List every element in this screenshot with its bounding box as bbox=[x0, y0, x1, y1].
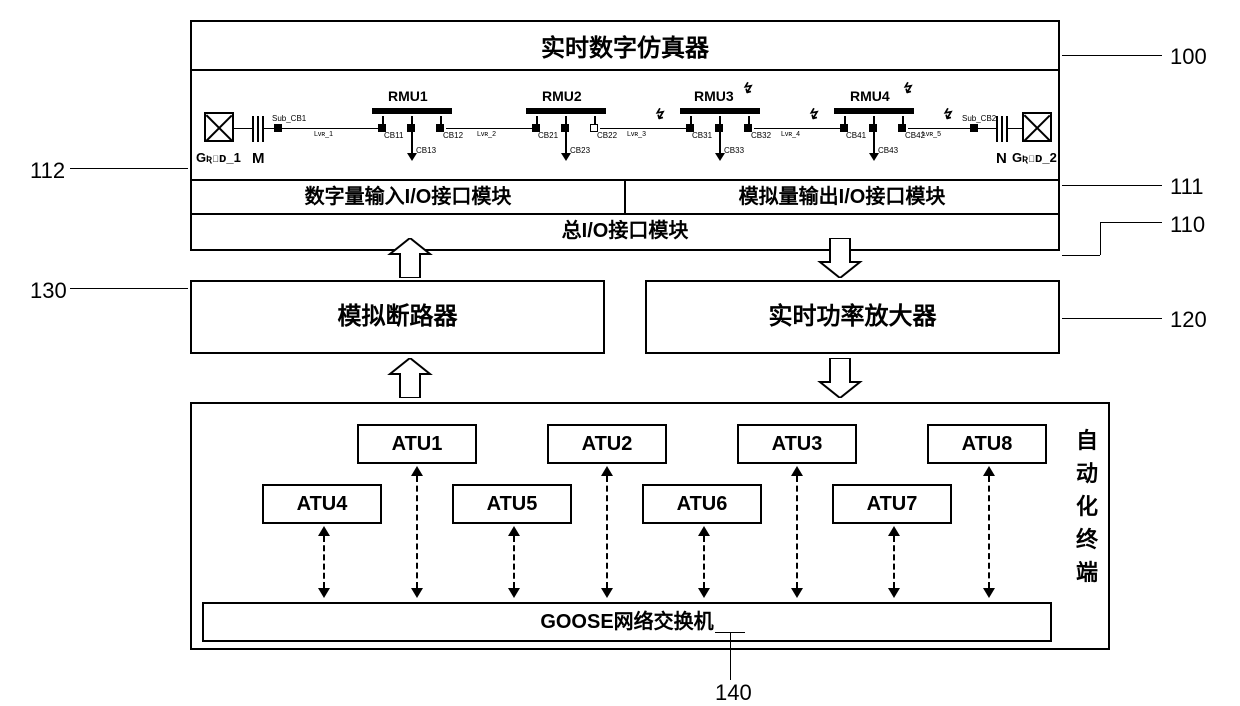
atu4: ATU4 bbox=[262, 484, 382, 524]
atu1: ATU1 bbox=[357, 424, 477, 464]
ref-130: 130 bbox=[30, 278, 67, 304]
dash-arrow bbox=[982, 466, 996, 598]
N-label: N bbox=[996, 150, 1007, 167]
cb32: CB32 bbox=[751, 131, 771, 140]
cb22: CB22 bbox=[597, 131, 617, 140]
grid1-label: Gʀɪᴅ_1 bbox=[196, 150, 241, 165]
cb12: CB12 bbox=[443, 131, 463, 140]
load-arrow-4 bbox=[868, 131, 880, 166]
cb33: CB33 bbox=[724, 146, 744, 155]
cb21: CB21 bbox=[538, 131, 558, 140]
ref-110: 110 bbox=[1170, 212, 1205, 238]
fault-icon-rmu3: ↯ bbox=[739, 79, 756, 99]
load-arrow-1 bbox=[406, 131, 418, 166]
lv5: Lvʀ_5 bbox=[922, 131, 941, 138]
cb31: CB31 bbox=[692, 131, 712, 140]
automation-terminal-block: ATU1 ATU2 ATU3 ATU8 ATU4 ATU5 ATU6 ATU7 … bbox=[190, 402, 1110, 650]
rmu1-label: RMU1 bbox=[388, 88, 428, 104]
sub-cb2: Sub_CB2 bbox=[962, 114, 996, 123]
lv2: Lvʀ_2 bbox=[477, 131, 496, 138]
io-total: 总I/O接口模块 bbox=[192, 215, 1058, 249]
atu6: ATU6 bbox=[642, 484, 762, 524]
block-arrow-down-2 bbox=[815, 358, 865, 398]
ref-112: 112 bbox=[30, 158, 65, 184]
automation-terminal-label: 自动化终端 bbox=[1072, 424, 1102, 589]
simulator-block: 实时数字仿真器 Gʀɪᴅ_1 M Sub_CB1 Lvʀ_1 RMU1 bbox=[190, 20, 1060, 251]
io-analog-output: 模拟量输出I/O接口模块 bbox=[626, 181, 1058, 213]
dash-arrow bbox=[507, 526, 521, 598]
atu7: ATU7 bbox=[832, 484, 952, 524]
lv4: Lvʀ_4 bbox=[781, 131, 800, 138]
atu3: ATU3 bbox=[737, 424, 857, 464]
power-amplifier: 实时功率放大器 bbox=[645, 280, 1060, 354]
block-arrow-up-1 bbox=[385, 238, 435, 278]
load-arrow-3 bbox=[714, 131, 726, 166]
atu2: ATU2 bbox=[547, 424, 667, 464]
atu5: ATU5 bbox=[452, 484, 572, 524]
fault-icon-3: ↯ bbox=[939, 105, 956, 125]
rmu3-label: RMU3 bbox=[694, 88, 734, 104]
dash-arrow bbox=[790, 466, 804, 598]
load-arrow-2 bbox=[560, 131, 572, 166]
ref-140: 140 bbox=[715, 680, 752, 706]
dash-arrow bbox=[410, 466, 424, 598]
io-digital-input: 数字量输入I/O接口模块 bbox=[192, 181, 626, 213]
grid2-label: Gʀɪᴅ_2 bbox=[1012, 150, 1057, 165]
M-label: M bbox=[252, 150, 265, 167]
goose-switch: GOOSE网络交换机 bbox=[202, 602, 1052, 642]
cb23: CB23 bbox=[570, 146, 590, 155]
cb43: CB43 bbox=[878, 146, 898, 155]
block-arrow-down-1 bbox=[815, 238, 865, 278]
dash-arrow bbox=[887, 526, 901, 598]
dash-arrow bbox=[600, 466, 614, 598]
cb41: CB41 bbox=[846, 131, 866, 140]
simulator-title: 实时数字仿真器 bbox=[192, 22, 1058, 71]
io-split-row: 数字量输入I/O接口模块 模拟量输出I/O接口模块 bbox=[192, 181, 1058, 215]
fault-icon-rmu4: ↯ bbox=[899, 79, 916, 99]
sub-cb1: Sub_CB1 bbox=[272, 114, 306, 123]
rmu2-label: RMU2 bbox=[542, 88, 582, 104]
breaker-simulator: 模拟断路器 bbox=[190, 280, 605, 354]
cb13: CB13 bbox=[416, 146, 436, 155]
cb11: CB11 bbox=[384, 131, 403, 140]
ref-111: 111 bbox=[1170, 174, 1203, 200]
atu8: ATU8 bbox=[927, 424, 1047, 464]
fault-icon-1: ↯ bbox=[651, 105, 668, 125]
rmu4-label: RMU4 bbox=[850, 88, 890, 104]
dash-arrow bbox=[317, 526, 331, 598]
dash-arrow bbox=[697, 526, 711, 598]
ref-120: 120 bbox=[1170, 307, 1207, 333]
mid-row: 模拟断路器 实时功率放大器 bbox=[190, 280, 1060, 354]
block-arrow-up-2 bbox=[385, 358, 435, 398]
one-line-diagram: Gʀɪᴅ_1 M Sub_CB1 Lvʀ_1 RMU1 CB11 CB12 CB… bbox=[192, 71, 1058, 181]
lv1: Lvʀ_1 bbox=[314, 131, 333, 138]
ref-100: 100 bbox=[1170, 44, 1207, 70]
fault-icon-2: ↯ bbox=[805, 105, 822, 125]
lv3: Lvʀ_3 bbox=[627, 131, 646, 138]
